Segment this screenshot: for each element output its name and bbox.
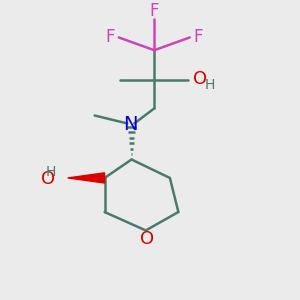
Text: O: O	[194, 70, 208, 88]
Text: F: F	[106, 28, 115, 46]
Text: F: F	[194, 28, 203, 46]
Text: H: H	[46, 165, 56, 179]
Text: O: O	[140, 230, 154, 248]
Text: O: O	[41, 170, 55, 188]
Text: F: F	[149, 2, 159, 20]
Text: N: N	[123, 115, 137, 134]
Polygon shape	[68, 173, 105, 183]
Text: H: H	[204, 78, 215, 92]
